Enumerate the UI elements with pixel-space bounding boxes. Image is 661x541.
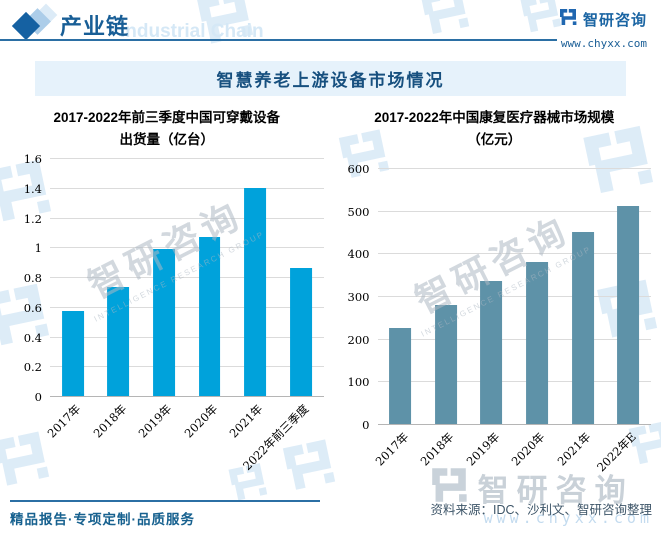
x-tick-label: 2018年 — [90, 401, 129, 441]
gridline — [377, 296, 651, 297]
y-tick-label: 0 — [34, 390, 42, 404]
gridline — [377, 210, 651, 212]
header: Industrial Chain 产业链 智研咨询 www.chyxx.com — [0, 0, 661, 50]
y-tick-label: 1 — [34, 241, 42, 256]
footer-tagline: 精品报告·专项定制·品质服务 — [10, 512, 195, 527]
y-tick-label: 0.4 — [23, 330, 42, 345]
header-watermark-text: Industrial Chain — [120, 21, 264, 42]
chart-title-line1: 2017-2022年中国康复医疗器械市场规模 — [374, 110, 615, 125]
page-title: 产业链 — [60, 14, 130, 39]
data-source-note: 资料来源：IDC、沙利文、智研咨询整理 — [430, 503, 652, 517]
chart-title: 2017-2022年前三季度中国可穿戴设备 出货量（亿台） — [10, 107, 324, 153]
bar-2020年 — [526, 261, 548, 424]
gridline — [377, 381, 651, 383]
x-axis-labels: 2017年 2018年 2019年 2020年 2021年 2022年前三季度 — [45, 397, 324, 485]
footer-divider-line — [10, 500, 320, 502]
y-tick-label: 500 — [347, 204, 370, 219]
bar-2022年前三季度 — [289, 268, 312, 396]
gridline — [50, 158, 324, 159]
bar-2022年E — [617, 206, 640, 424]
bar-2020年 — [198, 236, 221, 396]
plot-area: 智研咨询 INTELLIGENCE RESEARCH GROUP — [50, 158, 324, 397]
x-tick-label: 2021年 — [226, 401, 266, 441]
gridline — [50, 277, 324, 278]
x-axis-line — [50, 396, 324, 397]
brand-block: 智研咨询 www.chyxx.com — [558, 7, 647, 50]
gridline — [50, 217, 324, 219]
gridline — [50, 336, 324, 338]
bar-2019年 — [480, 281, 503, 424]
bar-2018年 — [434, 304, 457, 424]
y-tick-label: 200 — [347, 332, 370, 347]
brand-url: www.chyxx.com — [560, 37, 647, 50]
chart-title-line2: 出货量（亿台） — [119, 131, 215, 147]
y-tick-label: 0.8 — [23, 271, 42, 285]
bar-2021年 — [571, 232, 594, 424]
gridline — [50, 366, 324, 368]
y-axis: 0 0.2 0.4 0.6 0.8 1 1.2 1.4 1.6 — [10, 152, 50, 404]
y-tick-label: 0 — [362, 418, 370, 432]
header-divider-line — [0, 39, 557, 41]
y-tick-label: 400 — [347, 247, 370, 262]
bar-2017年 — [389, 328, 412, 424]
x-axis-labels: 2017年 2018年 2019年 2020年 2021年 2022年E — [372, 425, 652, 489]
x-tick-label: 2018年 — [417, 429, 457, 469]
x-tick-label: 2019年 — [463, 429, 503, 469]
x-axis-line — [377, 424, 651, 425]
y-tick-label: 300 — [347, 290, 370, 304]
y-tick-label: 1.6 — [23, 152, 42, 166]
y-tick-label: 1.2 — [23, 211, 42, 226]
bar-2017年 — [61, 311, 84, 396]
y-tick-label: 100 — [347, 375, 370, 390]
chart-title: 2017-2022年中国康复医疗器械市场规模 （亿元） — [338, 107, 652, 153]
gridline — [377, 253, 651, 255]
bar-2021年 — [244, 187, 267, 396]
chart-title-line2: （亿元） — [467, 131, 522, 147]
gridline — [50, 187, 324, 189]
brand-name: 智研咨询 — [582, 12, 647, 29]
brand-logo-icon — [558, 7, 578, 32]
gridline — [377, 338, 651, 340]
plot-area: 智研咨询 INTELLIGENCE RESEARCH GROUP — [377, 168, 651, 425]
chart-wearable-shipments: 2017-2022年前三季度中国可穿戴设备 出货量（亿台） 0 0.2 0.4 0.6… — [10, 107, 324, 489]
chart-title-line1: 2017-2022年前三季度中国可穿戴设备 — [53, 110, 281, 125]
y-tick-label: 0.2 — [23, 360, 42, 375]
gridline — [50, 306, 324, 308]
x-tick-label: 2019年 — [135, 401, 175, 441]
y-axis: 0 100 200 300 400 500 600 — [338, 162, 378, 432]
y-tick-label: 0.6 — [23, 300, 42, 315]
bar-2018年 — [107, 287, 130, 396]
x-tick-label: 2017年 — [44, 401, 84, 441]
banner-title: 智慧养老上游设备市场情况 — [216, 71, 445, 90]
bar-2019年 — [153, 248, 175, 396]
x-tick-label: 2022年E — [594, 429, 639, 475]
x-tick-label: 2020年 — [181, 401, 221, 441]
y-tick-label: 600 — [347, 162, 370, 176]
gridline — [377, 168, 651, 169]
y-tick-label: 1.4 — [23, 181, 42, 196]
charts-row: 2017-2022年前三季度中国可穿戴设备 出货量（亿台） 0 0.2 0.4 0.6… — [10, 107, 651, 489]
x-tick-label: 2017年 — [372, 429, 411, 469]
gridline — [50, 247, 324, 249]
section-banner: 智慧养老上游设备市场情况 — [35, 61, 626, 96]
x-tick-label: 2021年 — [554, 429, 594, 469]
chart-rehab-device-market: 2017-2022年中国康复医疗器械市场规模 （亿元） 0 100 200 300 40… — [338, 107, 652, 489]
x-tick-label: 2020年 — [508, 429, 548, 469]
